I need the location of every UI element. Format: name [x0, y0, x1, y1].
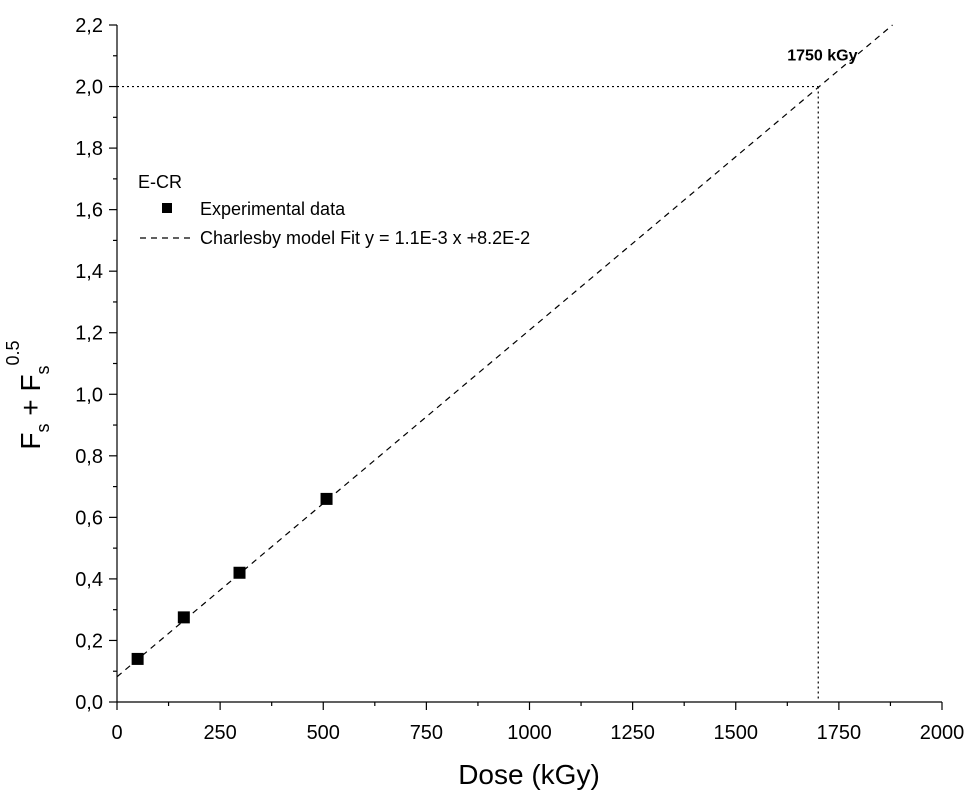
legend-marker-square — [162, 203, 172, 213]
y-tick-label: 2,0 — [75, 77, 103, 99]
y-title-plus: + F — [15, 374, 46, 423]
data-point — [177, 611, 190, 624]
x-ticks: 0 250 500 750 1000 1250 1500 1750 2000 — [111, 702, 964, 744]
y-tick-label: 0,8 — [75, 446, 103, 468]
y-tick-label: 0,4 — [75, 569, 103, 591]
x-tick-label: 1500 — [714, 722, 759, 744]
y-tick-label: 0,6 — [75, 507, 103, 529]
x-tick-label: 250 — [203, 722, 236, 744]
y-ticks: 0,0 0,2 0,4 0,6 0,8 1,0 1,2 1,4 1,6 1,8 2,0 2,2 — [75, 15, 117, 714]
y-title-base1: F — [15, 432, 46, 449]
x-tick-label: 1000 — [507, 722, 552, 744]
x-tick-label: 2000 — [920, 722, 965, 744]
annotation-1750-kgy: 1750 kGy — [787, 47, 857, 64]
y-tick-label: 2,2 — [75, 15, 103, 37]
y-tick-label: 1,6 — [75, 200, 103, 222]
y-title-sup: 0.5 — [3, 340, 23, 365]
legend-entry-fit: Charlesby model Fit y = 1.1E-3 x +8.2E-2 — [200, 228, 530, 248]
x-tick-label: 750 — [410, 722, 443, 744]
legend-entry-experimental: Experimental data — [200, 199, 346, 219]
y-title-sub2: s — [33, 365, 53, 374]
svg-text:Fs + Fs0.5: Fs + Fs 0.5 — [3, 340, 53, 449]
x-axis-title: Dose (kGy) — [458, 759, 600, 790]
y-tick-label: 1,0 — [75, 384, 103, 406]
y-title-sub1: s — [33, 423, 53, 432]
x-tick-label: 1750 — [817, 722, 862, 744]
y-tick-label: 0,2 — [75, 630, 103, 652]
data-points — [131, 492, 333, 665]
x-tick-label: 1250 — [610, 722, 655, 744]
fit-line — [116, 24, 893, 678]
x-tick-label: 500 — [307, 722, 340, 744]
data-point — [131, 652, 144, 665]
data-point — [233, 566, 246, 579]
x-tick-label: 0 — [111, 722, 122, 744]
data-point — [320, 492, 333, 505]
legend-title: E-CR — [138, 172, 182, 192]
y-tick-label: 1,8 — [75, 138, 103, 160]
y-tick-label: 1,4 — [75, 261, 103, 283]
y-tick-label: 0,0 — [75, 692, 103, 714]
y-tick-label: 1,2 — [75, 323, 103, 345]
legend: E-CR Experimental data Charlesby model F… — [138, 172, 530, 248]
y-axis-title: Fs + Fs 0.5 — [3, 340, 53, 449]
